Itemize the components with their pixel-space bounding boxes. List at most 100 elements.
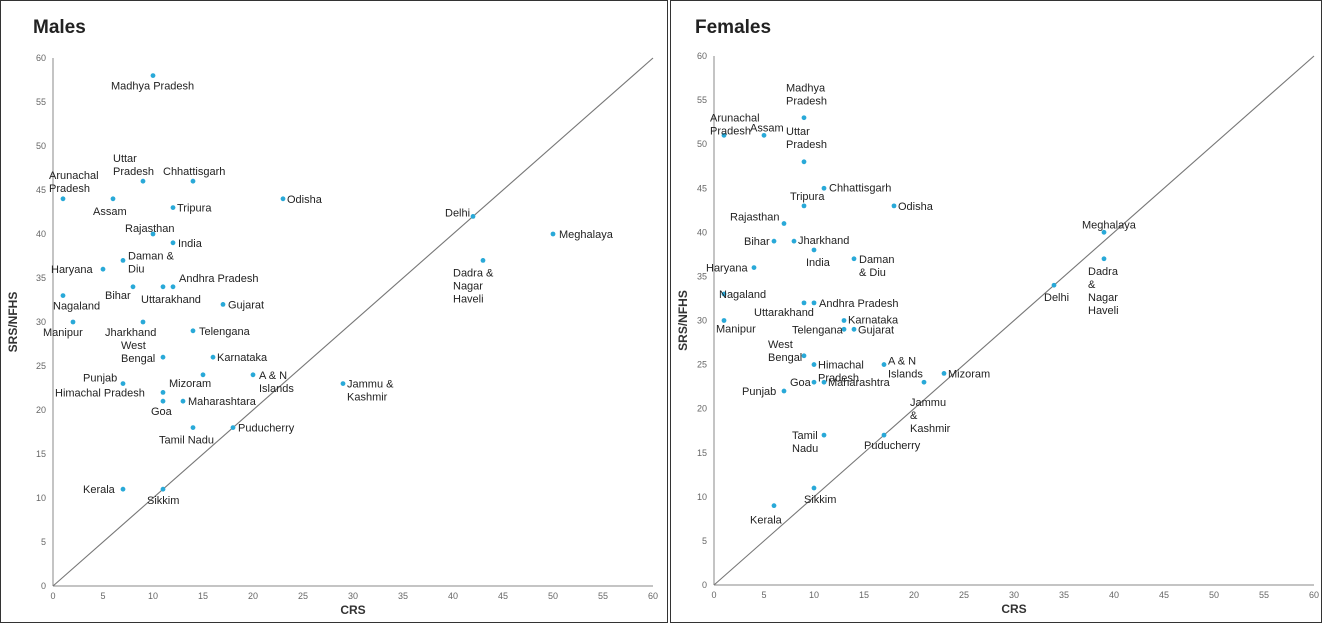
x-tick-label: 50 bbox=[1209, 590, 1219, 600]
data-point bbox=[851, 256, 857, 262]
point-label: A & N Islands bbox=[888, 356, 923, 381]
data-point bbox=[150, 231, 156, 237]
data-point bbox=[761, 132, 767, 138]
data-point bbox=[180, 398, 186, 404]
data-point bbox=[150, 73, 156, 78]
point-label: Haryana bbox=[51, 264, 93, 276]
chart-title: Females bbox=[695, 17, 772, 38]
point-label: Jharkhand bbox=[105, 327, 156, 339]
point-label: Kerala bbox=[750, 515, 783, 527]
data-point bbox=[821, 185, 827, 191]
x-tick-label: 10 bbox=[148, 591, 158, 601]
y-tick-label: 0 bbox=[41, 581, 46, 591]
x-axis-title: CRS bbox=[1001, 602, 1026, 616]
point-label: India bbox=[806, 257, 831, 269]
y-tick-label: 45 bbox=[36, 185, 46, 195]
point-label: Puducherry bbox=[864, 440, 921, 452]
point-label: Tripura bbox=[177, 203, 212, 215]
data-point bbox=[210, 354, 216, 360]
data-point bbox=[811, 379, 817, 385]
point-label: Manipur bbox=[716, 324, 756, 336]
point-label: Punjab bbox=[83, 373, 117, 385]
y-tick-label: 55 bbox=[36, 97, 46, 107]
point-label: Bihar bbox=[105, 290, 131, 302]
point-label: Telengana bbox=[199, 326, 251, 338]
point-label: Bihar bbox=[744, 236, 770, 248]
x-tick-label: 40 bbox=[1109, 590, 1119, 600]
data-point bbox=[811, 485, 817, 491]
point-label: Goa bbox=[790, 377, 812, 389]
data-point bbox=[851, 326, 857, 332]
y-tick-label: 40 bbox=[36, 229, 46, 239]
point-label: Manipur bbox=[43, 327, 83, 339]
point-label: Dadra & Nagar Haveli bbox=[1088, 266, 1119, 317]
data-point bbox=[170, 205, 176, 211]
data-point bbox=[771, 238, 777, 244]
data-point bbox=[120, 381, 126, 386]
y-tick-label: 20 bbox=[697, 404, 707, 414]
data-point bbox=[801, 353, 807, 359]
point-label: Meghalaya bbox=[1082, 219, 1137, 231]
data-point bbox=[340, 381, 346, 386]
data-point bbox=[550, 231, 556, 237]
point-label: Jammu & Kashmir bbox=[347, 379, 394, 404]
data-point bbox=[941, 371, 947, 376]
y-tick-label: 45 bbox=[697, 183, 707, 193]
data-point bbox=[160, 354, 166, 360]
data-point bbox=[751, 265, 757, 270]
x-tick-label: 35 bbox=[1059, 590, 1069, 600]
data-point bbox=[480, 258, 486, 263]
point-label: Maharashtara bbox=[188, 396, 257, 408]
data-point bbox=[921, 379, 927, 385]
reference-line bbox=[52, 57, 654, 587]
point-label: India bbox=[178, 238, 203, 250]
x-tick-label: 20 bbox=[248, 591, 258, 601]
x-tick-label: 5 bbox=[100, 591, 105, 601]
data-point bbox=[791, 238, 797, 244]
data-point bbox=[841, 326, 847, 332]
point-label: Himachal Pradesh bbox=[818, 360, 864, 385]
x-tick-label: 55 bbox=[1259, 590, 1269, 600]
x-tick-label: 30 bbox=[348, 591, 358, 601]
data-point bbox=[200, 372, 206, 378]
data-point bbox=[1101, 256, 1107, 262]
point-label: Tripura bbox=[790, 191, 825, 203]
point-label: Daman & Diu bbox=[128, 250, 175, 275]
data-point bbox=[170, 284, 176, 290]
x-tick-label: 15 bbox=[859, 590, 869, 600]
data-point bbox=[60, 196, 66, 202]
point-label: Sikkim bbox=[804, 494, 836, 506]
x-tick-label: 45 bbox=[498, 591, 508, 601]
data-point bbox=[801, 115, 807, 121]
data-point bbox=[60, 293, 66, 298]
point-label: Madhya Pradesh bbox=[111, 81, 194, 93]
point-label: Rajasthan bbox=[730, 212, 780, 224]
data-point bbox=[110, 196, 116, 202]
data-point bbox=[230, 425, 236, 430]
data-point bbox=[811, 247, 817, 253]
x-tick-label: 40 bbox=[448, 591, 458, 601]
y-axis-title: SRS/NFHS bbox=[6, 292, 20, 353]
data-point bbox=[190, 178, 196, 184]
data-point bbox=[841, 318, 847, 323]
point-label: Gujarat bbox=[228, 299, 264, 311]
data-point bbox=[140, 178, 146, 184]
data-point bbox=[811, 362, 817, 367]
data-point bbox=[170, 240, 176, 246]
data-point bbox=[801, 203, 807, 209]
y-tick-label: 25 bbox=[36, 361, 46, 371]
data-point bbox=[881, 362, 887, 367]
point-label: Jharkhand bbox=[798, 235, 849, 247]
y-tick-label: 30 bbox=[697, 316, 707, 326]
x-tick-label: 20 bbox=[909, 590, 919, 600]
point-label: Madhya Pradesh bbox=[786, 83, 827, 108]
point-label: A & N Islands bbox=[259, 370, 294, 395]
data-point bbox=[1051, 282, 1057, 288]
y-tick-label: 10 bbox=[36, 493, 46, 503]
point-label: Delhi bbox=[445, 207, 470, 219]
y-tick-label: 50 bbox=[697, 139, 707, 149]
point-label: Daman & Diu bbox=[859, 254, 894, 279]
point-label: Assam bbox=[750, 122, 784, 134]
point-label: Chhattisgarh bbox=[163, 166, 225, 178]
data-point bbox=[821, 432, 827, 438]
